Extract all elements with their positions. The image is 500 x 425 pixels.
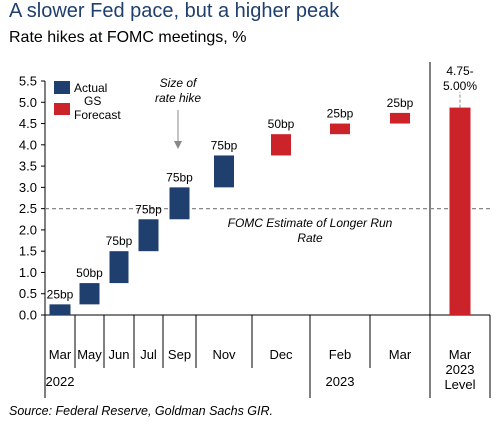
bar-actual (49, 304, 71, 315)
legend-swatch-forecast (54, 103, 70, 115)
y-tick-label: 4.5 (19, 116, 37, 131)
x-category-label: Sep (168, 347, 191, 362)
bar-data-label: 25bp (47, 287, 74, 301)
x-category-label: Level (444, 377, 475, 392)
y-tick-label: 0.0 (19, 308, 37, 323)
x-category-label: Nov (212, 347, 236, 362)
x-category-label: Dec (269, 347, 293, 362)
y-tick-label: 3.0 (19, 180, 37, 195)
y-tick-label: 1.5 (19, 244, 37, 259)
legend-swatch-actual (54, 81, 70, 94)
bar-actual (79, 283, 100, 305)
bar-data-label: 75bp (135, 202, 162, 216)
x-category-label: Jul (140, 347, 157, 362)
bar-actual (109, 251, 129, 284)
y-tick-label: 4.0 (19, 137, 37, 152)
reference-line-label: FOMC Estimate of Longer Run Rate (228, 216, 393, 245)
y-tick-label: 3.5 (19, 159, 37, 174)
x-category-label: Jun (109, 347, 130, 362)
level-data-label-line2: 5.00% (443, 79, 477, 93)
bar-data-label: 50bp (76, 266, 103, 280)
year-label: 2023 (326, 374, 355, 389)
bar-actual (169, 187, 190, 220)
y-tick-label: 5.0 (19, 95, 37, 110)
y-tick-label: 2.0 (19, 222, 37, 237)
source-note: Source: Federal Reserve, Goldman Sachs G… (9, 404, 274, 418)
bar-data-label: 75bp (106, 234, 133, 248)
chart-area: 0.0 0.5 1.0 1.5 2.0 2.5 3.0 3.5 4.0 4.5 5.0 5.5 FOMC… (19, 62, 491, 398)
bar-data-label: 25bp (327, 107, 354, 121)
x-category-label: Mar (449, 347, 472, 362)
bar-forecast (449, 107, 471, 315)
annotation-text-line1: Size of (160, 76, 198, 90)
bar-data-label: 75bp (166, 170, 193, 184)
bar-actual (138, 219, 159, 252)
x-category-label: Feb (329, 347, 351, 362)
y-tick-label: 2.5 (19, 201, 37, 216)
y-tick-label: 0.5 (19, 286, 37, 301)
chart-title: A slower Fed pace, but a higher peak (9, 0, 340, 22)
annotation-text-line2: rate hike (155, 91, 201, 105)
annotation-arrowhead (174, 141, 182, 149)
legend-label-actual: Actual (74, 81, 107, 95)
bar-actual (214, 155, 234, 188)
bar-forecast (390, 112, 410, 124)
bar-forecast (271, 134, 291, 156)
y-tick-label: 1.0 (19, 265, 37, 280)
chart-subtitle: Rate hikes at FOMC meetings, % (9, 29, 247, 46)
y-tick-label: 5.5 (19, 74, 37, 89)
bar-data-label: 25bp (387, 96, 414, 110)
x-category-label: May (77, 347, 102, 362)
year-label: 2022 (46, 374, 75, 389)
x-category-label: Mar (49, 347, 72, 362)
bar-data-label: 50bp (268, 117, 295, 131)
x-category-label: 2023 (446, 362, 475, 377)
x-category-label: Mar (389, 347, 412, 362)
bar-data-label: 75bp (211, 138, 238, 152)
bar-forecast (330, 123, 350, 135)
legend-label-forecast-line1: GS (84, 94, 101, 108)
legend-label-forecast-line2: Forecast (74, 108, 121, 122)
level-data-label-line1: 4.75- (446, 64, 473, 78)
